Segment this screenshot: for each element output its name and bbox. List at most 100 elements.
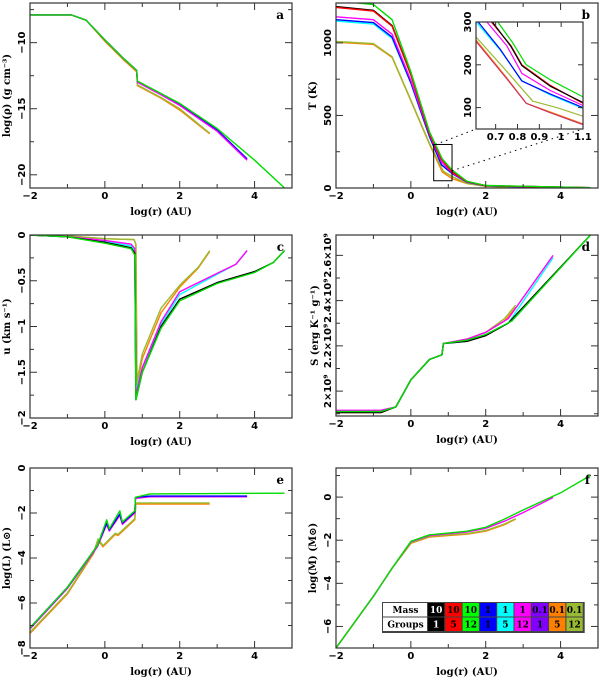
legend-row-label: Mass [393, 606, 419, 616]
panel-letter: b [582, 8, 590, 22]
y-tick-label: 2.6×10⁹ [323, 233, 334, 277]
legend-groups-value: 1 [433, 621, 439, 631]
x-tick-label: 1 [558, 132, 565, 143]
y-tick-label: −2 [17, 505, 28, 520]
x-tick-label: 1.1 [574, 132, 592, 143]
y-tick-label: 0 [17, 464, 28, 471]
y-tick-label: 2.2×10⁹ [323, 324, 334, 368]
series-group [336, 474, 591, 648]
legend-row-label: Groups [387, 621, 423, 631]
legend-swatch-mass [462, 603, 479, 617]
legend-mass-value: 10 [447, 606, 460, 616]
series-line-c-1 [30, 235, 211, 383]
plot-frame [335, 234, 599, 417]
x-tick-label: 0 [407, 419, 414, 430]
panel-letter: c [277, 240, 284, 254]
y-tick-label: −15 [17, 98, 28, 120]
series-group [30, 492, 285, 634]
legend-swatch-mass [479, 603, 497, 617]
x-tick-label: 0.7 [487, 132, 505, 143]
x-tick-label: 4 [557, 651, 564, 662]
x-tick-label: 2 [176, 421, 183, 432]
legend-mass-value: 0.1 [567, 606, 583, 616]
y-axis-label: S (erg K⁻¹ g⁻¹) [310, 285, 321, 366]
legend-swatch-groups [428, 617, 445, 631]
y-tick-label: −1.5 [17, 359, 28, 385]
x-tick-label: 4 [557, 191, 564, 202]
series-line-b-inset-8 [497, 22, 583, 98]
series-line-e-0 [30, 503, 210, 634]
legend-groups-value: 5 [554, 621, 560, 631]
x-tick-label: 2 [482, 651, 489, 662]
y-axis-label: T (K) [308, 81, 319, 110]
legend-groups-value: 12 [516, 621, 529, 631]
plot-frame [335, 467, 599, 649]
panel-b-inset: 0.7 0.8 0.9 1 1.1 100 200 300 [463, 12, 592, 143]
x-tick-label: 0.8 [509, 132, 527, 143]
y-tick-label: 0 [323, 494, 334, 501]
legend-mass-value: 0.1 [549, 606, 565, 616]
series-line-c-3 [30, 235, 248, 396]
legend-swatch-groups [549, 617, 566, 631]
series-line-d-1 [336, 304, 517, 413]
legend-mass-value: 10 [430, 606, 443, 616]
legend-mass-value: 1 [485, 606, 491, 616]
legend-groups-value: 1 [537, 621, 543, 631]
y-tick-label: −0.5 [17, 268, 28, 294]
legend-swatch-mass [531, 603, 549, 617]
legend-swatch-groups [445, 617, 462, 631]
y-tick-label: −20 [17, 164, 28, 186]
zoom-connector [451, 128, 584, 172]
x-tick-label: 2 [176, 191, 183, 202]
series-group [30, 235, 286, 401]
legend-swatch-groups [497, 617, 514, 631]
legend-swatch-groups [462, 617, 479, 631]
plot-frame [475, 21, 584, 130]
x-axis-label: log(r) (AU) [436, 435, 498, 446]
series-line-a-4 [30, 14, 285, 188]
legend-mass-value: 1 [502, 606, 508, 616]
panel-letter: d [582, 240, 591, 254]
x-tick-label: 4 [251, 191, 258, 202]
y-tick-label: 0 [323, 184, 334, 191]
legend-swatch-mass [566, 603, 583, 617]
y-tick-label: −2 [17, 410, 28, 425]
x-tick-label: 4 [557, 419, 564, 430]
panel-letter: a [276, 8, 284, 22]
legend-mass-value: 1 [520, 606, 526, 616]
legend-swatch-mass [514, 603, 531, 617]
legend-mass-value: 10 [464, 606, 477, 616]
legend-row-header-cell [383, 617, 427, 631]
legend-swatch-groups [566, 617, 583, 631]
y-tick-label: −4 [323, 576, 334, 591]
series-line-b-7 [351, 3, 591, 188]
y-tick-label: −4 [17, 550, 28, 565]
x-tick-label: 0 [101, 651, 108, 662]
series-line-e-3 [30, 495, 248, 629]
series-line-d-3 [336, 254, 554, 411]
y-tick-label: 200 [463, 54, 474, 75]
legend-groups-value: 5 [450, 621, 456, 631]
panel-letter: f [585, 473, 591, 487]
y-tick-label: −6 [17, 595, 28, 610]
series-line-c-0 [30, 235, 211, 387]
x-axis-label: log(r) (AU) [130, 437, 192, 448]
x-tick-label: −2 [328, 191, 343, 202]
legend-groups-value: 5 [502, 621, 508, 631]
series-group [336, 3, 591, 188]
x-tick-label: −2 [328, 419, 343, 430]
series-line-b-inset-4 [477, 22, 583, 109]
y-tick-label: 500 [323, 105, 334, 126]
x-axis-label: log(r) (AU) [436, 207, 498, 218]
series-line-e-1 [30, 502, 210, 633]
y-tick-label: −2 [323, 533, 334, 548]
legend-swatch-groups [531, 617, 549, 631]
y-axis-label: u (km s⁻¹) [2, 298, 13, 355]
legend-swatch-mass [445, 603, 462, 617]
y-tick-label: −8 [17, 640, 28, 655]
plot-frame [335, 2, 599, 189]
